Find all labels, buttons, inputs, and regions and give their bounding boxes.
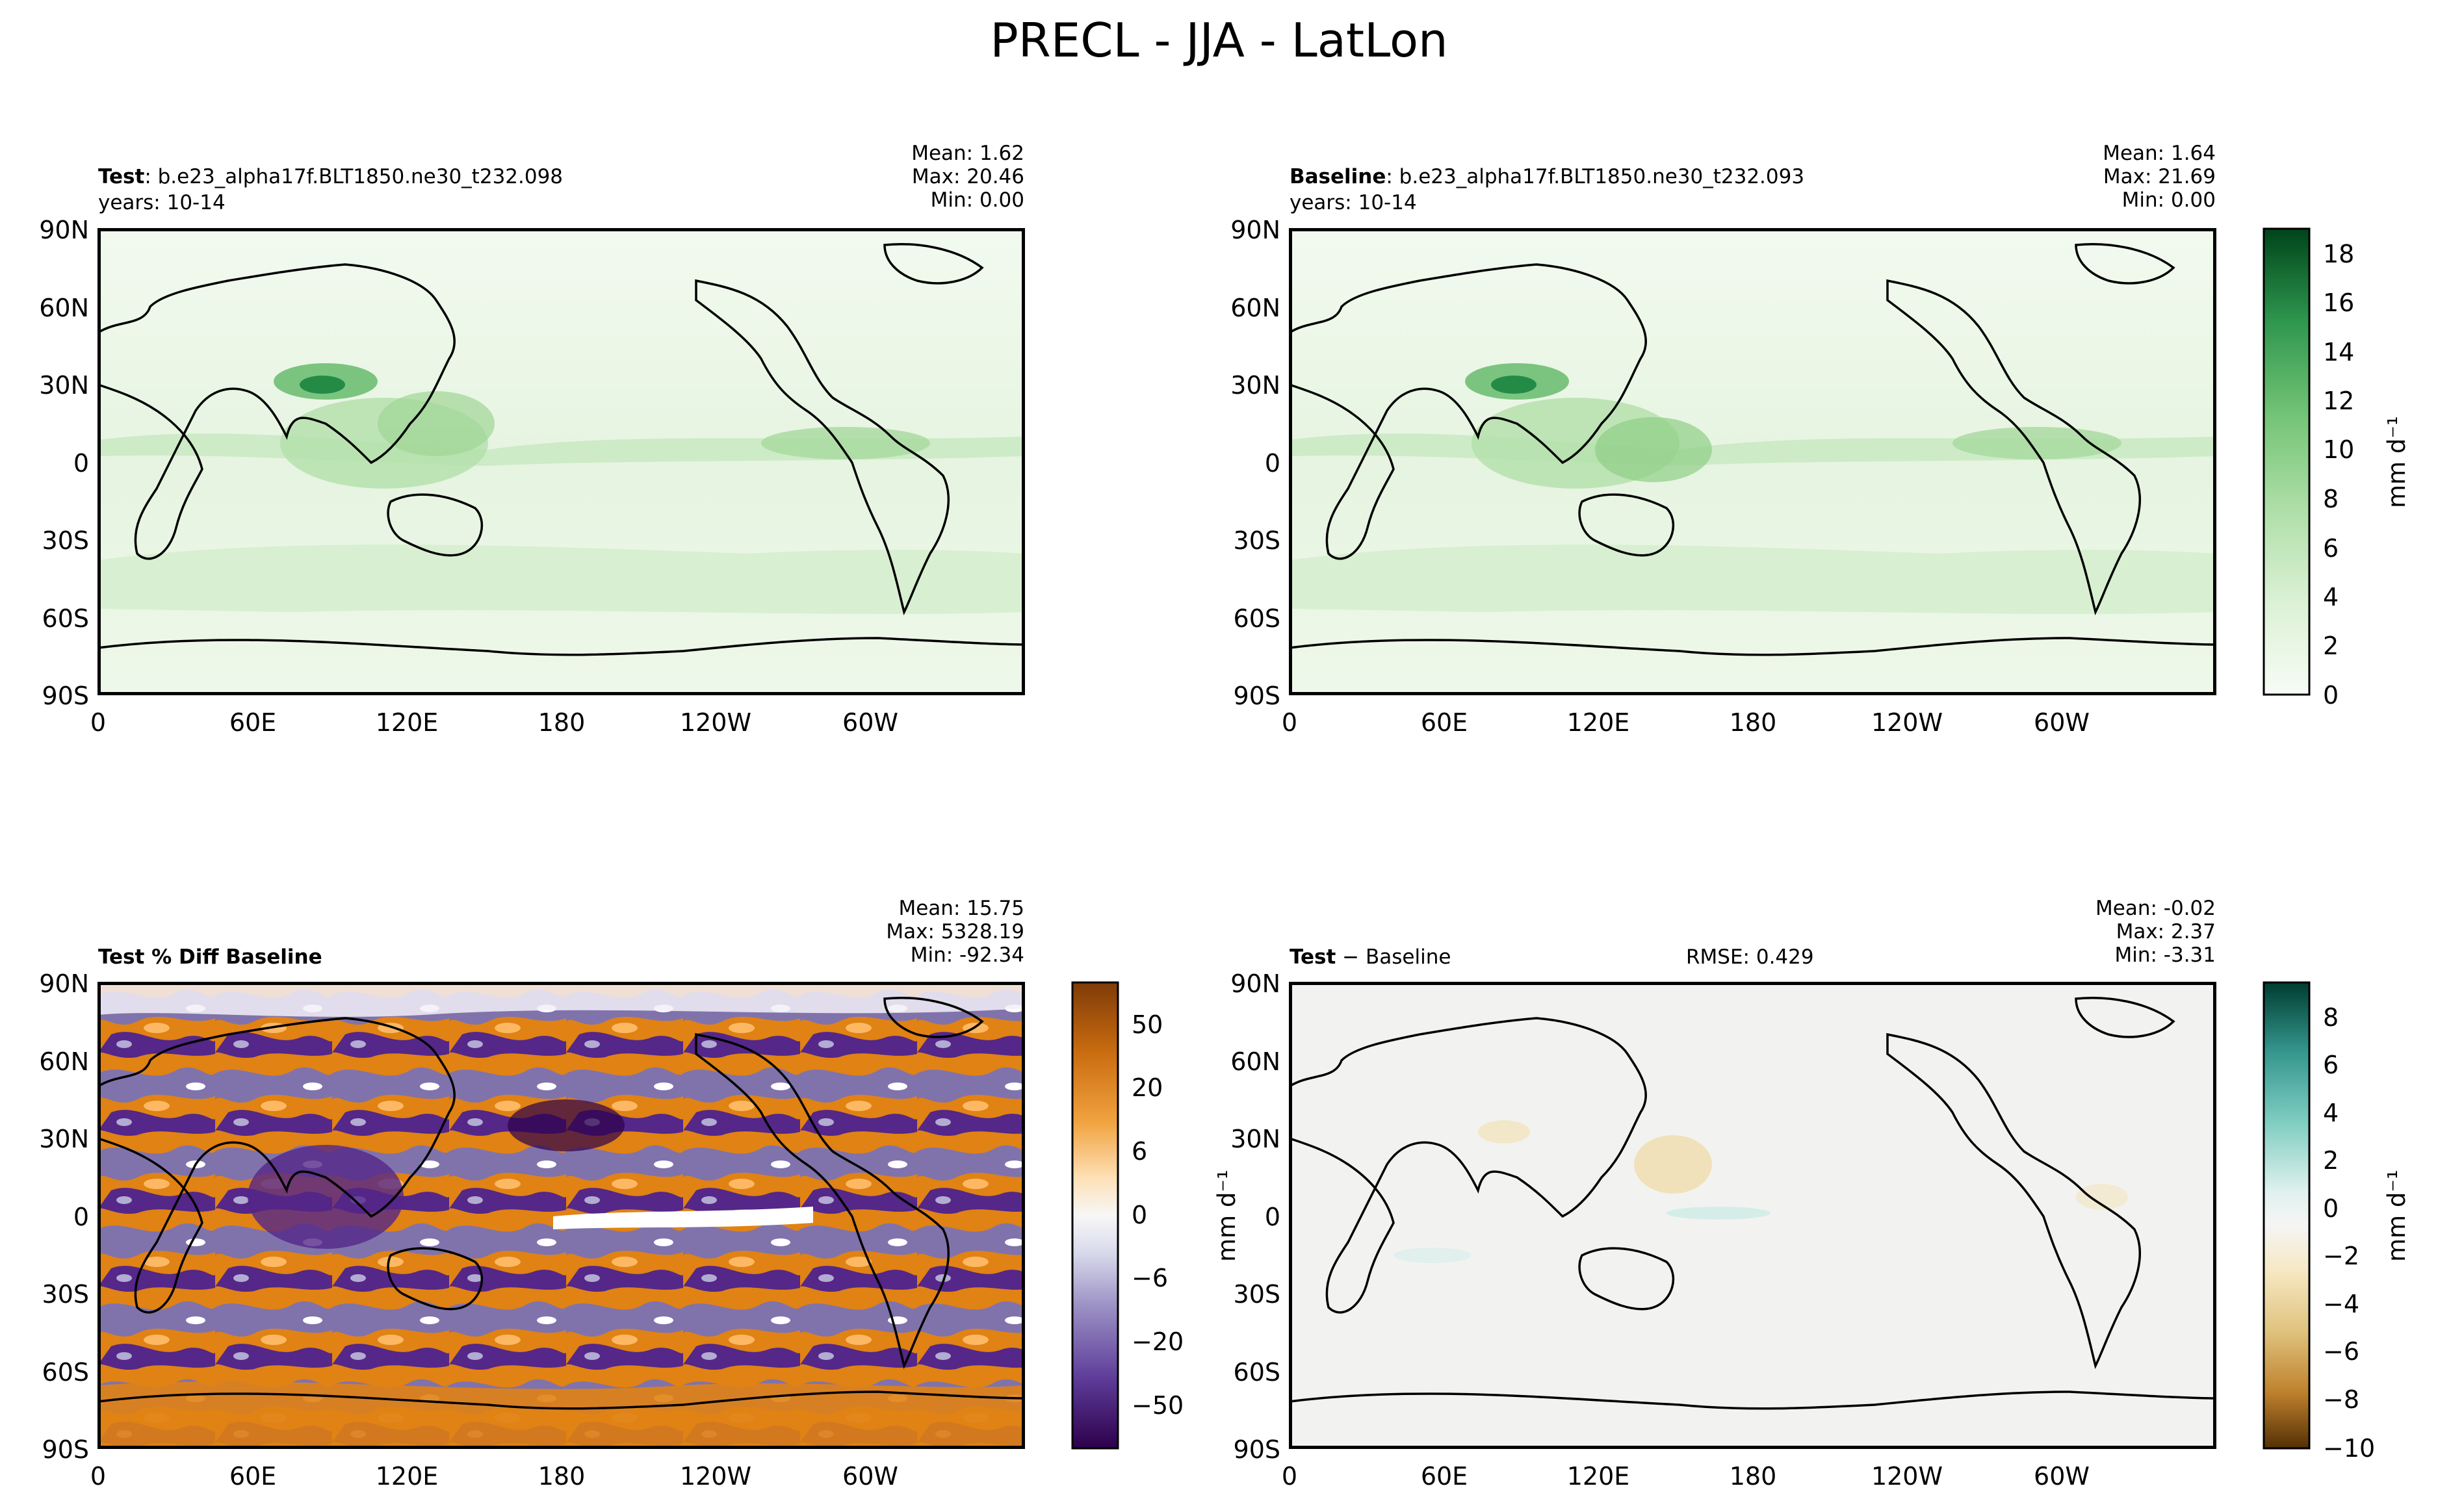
pctdiff-features: [98, 982, 1024, 1448]
panel-pctdiff-map: [97, 982, 1025, 1449]
panel-test-map: [97, 228, 1025, 695]
colorbar-precip-label: mm d⁻¹: [2383, 416, 2411, 508]
figure-title: PRECL - JJA - LatLon: [990, 13, 1448, 68]
colorbar-diff-label: mm d⁻¹: [2383, 1170, 2411, 1262]
panel-test-label: Test: b.e23_alpha17f.BLT1850.ne30_t232.0…: [98, 165, 564, 188]
panel-pctdiff-stats: Mean: 15.75 Max: 5328.19 Min: -92.34: [886, 897, 1024, 967]
panel-pctdiff-label: Test % Diff Baseline: [98, 945, 322, 969]
panel-baseline-map: [1289, 228, 2216, 695]
colorbar-diff: [2263, 981, 2311, 1450]
coastlines: [97, 997, 1025, 1410]
panel-test-years: years: 10-14: [98, 191, 226, 214]
precip-field: [1290, 363, 2216, 614]
coastlines: [1289, 243, 2216, 656]
panel-baseline-label: Baseline: b.e23_alpha17f.BLT1850.ne30_t2…: [1290, 165, 1805, 188]
panel-baseline-stats: Mean: 1.64 Max: 21.69 Min: 0.00: [2103, 142, 2216, 212]
colorbar-precip: [2263, 227, 2311, 696]
panel-baseline-years: years: 10-14: [1290, 191, 1417, 214]
panel-diff-rmse: RMSE: 0.429: [1686, 945, 1814, 969]
colorbar-pctdiff: [1071, 981, 1119, 1450]
coastlines: [1289, 997, 2216, 1410]
coastlines: [97, 243, 1025, 656]
panel-diff-map: [1289, 982, 2216, 1449]
panel-diff-label: Test − Baseline: [1290, 945, 1451, 969]
panel-diff-stats: Mean: -0.02 Max: 2.37 Min: -3.31: [2095, 897, 2216, 967]
diff-field: [1394, 1120, 2128, 1263]
panel-test-stats: Mean: 1.62 Max: 20.46 Min: 0.00: [911, 142, 1024, 212]
